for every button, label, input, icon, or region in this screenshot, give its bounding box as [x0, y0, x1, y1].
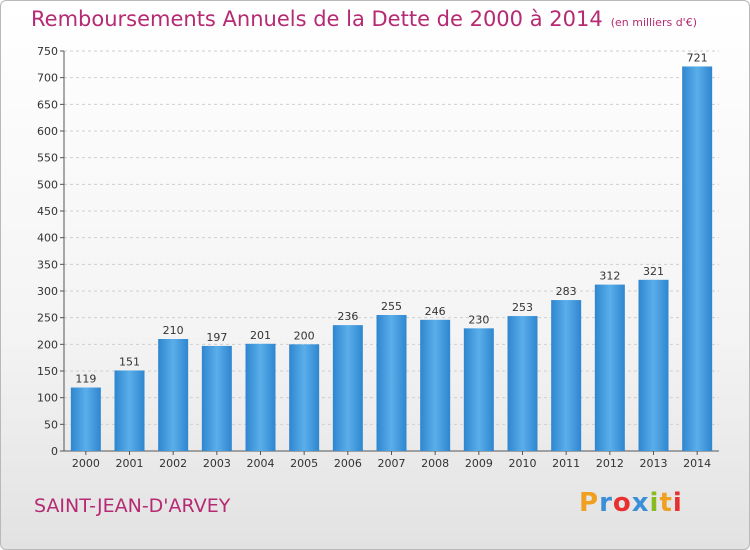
y-tick-label: 50 [44, 418, 58, 431]
y-tick-label: 100 [37, 392, 58, 405]
y-tick-label: 450 [37, 205, 58, 218]
x-tick-label: 2012 [596, 457, 624, 470]
value-label: 236 [337, 310, 358, 323]
value-labels: 119 151 210 197 201 200 236 255 246 230 253 283 312 3… [75, 51, 707, 385]
value-label: 283 [556, 285, 577, 298]
bar-2010 [507, 316, 538, 451]
bar-2000 [70, 387, 101, 451]
value-label: 230 [468, 313, 489, 326]
value-label: 721 [687, 51, 708, 64]
bar-2014 [682, 66, 713, 451]
bars [70, 66, 713, 451]
x-tick-label: 2002 [159, 457, 187, 470]
bar-2008 [420, 319, 451, 451]
x-tick-label: 2009 [465, 457, 493, 470]
logo-letter: i [672, 488, 683, 518]
bar-2001 [114, 370, 145, 451]
y-tick-label: 150 [37, 365, 58, 378]
logo-letter: x [631, 488, 650, 518]
bar-2009 [463, 328, 494, 451]
logo-letter: r [599, 488, 613, 518]
bar-2002 [158, 339, 189, 451]
y-tick-label: 200 [37, 338, 58, 351]
x-tick-label: 2007 [378, 457, 406, 470]
y-tick-label: 0 [51, 445, 58, 458]
x-tick-label: 2013 [640, 457, 668, 470]
logo-letter: t [659, 488, 673, 518]
y-tick-label: 500 [37, 178, 58, 191]
value-label: 253 [512, 301, 533, 314]
logo-letter: o [612, 488, 632, 518]
value-label: 119 [75, 373, 96, 386]
value-label: 200 [294, 329, 315, 342]
y-tick-label: 750 [37, 45, 58, 58]
y-tick-label: 650 [37, 98, 58, 111]
value-label: 321 [643, 265, 664, 278]
value-label: 201 [250, 329, 271, 342]
chart-title: Remboursements Annuels de la Dette de 20… [31, 7, 697, 31]
y-tick-label: 250 [37, 312, 58, 325]
bar-2007 [376, 315, 407, 451]
logo-letter: i [649, 488, 660, 518]
x-tick-label: 2014 [683, 457, 711, 470]
x-tick-label: 2010 [509, 457, 537, 470]
value-label: 197 [206, 331, 227, 344]
bar-2012 [594, 284, 625, 451]
commune-name: SAINT-JEAN-D'ARVEY [34, 495, 231, 517]
x-tick-label: 2008 [421, 457, 449, 470]
x-tick-label: 2011 [552, 457, 580, 470]
title-text: Remboursements Annuels de la Dette de 20… [31, 7, 603, 31]
y-tick-label: 550 [37, 152, 58, 165]
bar-2005 [289, 344, 320, 451]
bar-2013 [638, 279, 669, 451]
y-tick-label: 600 [37, 125, 58, 138]
bar-2006 [332, 325, 363, 451]
value-label: 151 [119, 355, 140, 368]
value-label: 255 [381, 300, 402, 313]
x-tick-label: 2000 [72, 457, 100, 470]
value-label: 312 [599, 270, 620, 283]
y-tick-label: 300 [37, 285, 58, 298]
x-tick-label: 2001 [116, 457, 144, 470]
y-tick-label: 700 [37, 72, 58, 85]
title-unit: (en milliers d'€) [610, 16, 697, 29]
axes: 0 50 100 150 200 250 300 350 400 450 500 550 600 650 7… [37, 45, 719, 470]
x-tick-label: 2005 [290, 457, 318, 470]
bar-2003 [201, 345, 232, 451]
value-label: 210 [163, 324, 184, 337]
bar-2004 [245, 343, 276, 451]
value-label: 246 [425, 305, 446, 318]
proxiti-logo: Proxiti [579, 488, 683, 518]
x-tick-label: 2003 [203, 457, 231, 470]
logo-letter: P [579, 488, 600, 518]
y-tick-label: 400 [37, 232, 58, 245]
x-tick-label: 2006 [334, 457, 362, 470]
bar-2011 [551, 300, 582, 451]
x-tick-label: 2004 [247, 457, 275, 470]
y-tick-label: 350 [37, 258, 58, 271]
